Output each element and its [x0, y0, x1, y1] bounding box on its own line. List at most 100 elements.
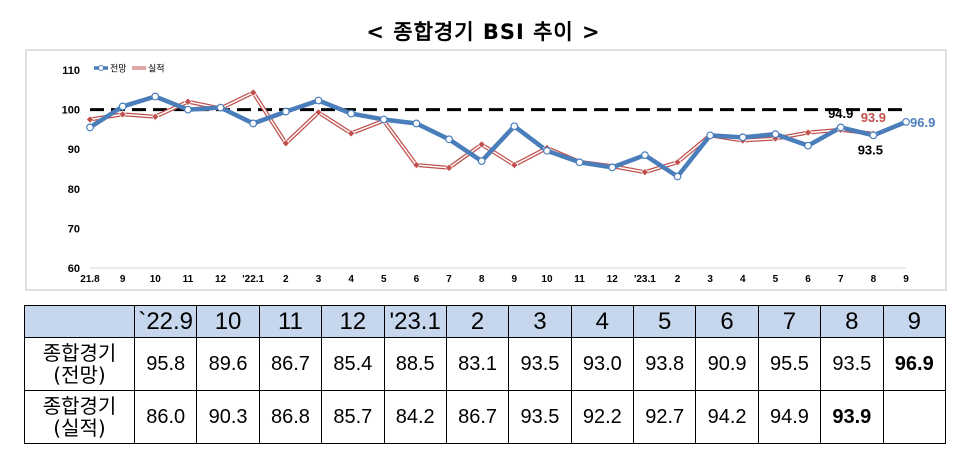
- forecast-point: [118, 102, 127, 111]
- x-tick-label: 11: [183, 274, 194, 285]
- forecast-point: [902, 117, 910, 126]
- actual-point: [412, 161, 421, 170]
- table-cell: 86.8: [258, 390, 323, 444]
- forecast-point: [216, 103, 225, 112]
- forecast-point: [640, 151, 649, 160]
- forecast-point: [249, 119, 258, 128]
- table-cell: 88.5: [383, 337, 447, 391]
- forecast-point: [314, 96, 323, 105]
- table-row-actual: 종합경기 (실적) 86.0 90.3 86.8 85.7 84.2 86.7 …: [24, 390, 946, 444]
- x-tick-label: 6: [414, 274, 420, 285]
- actual-point: [183, 97, 192, 106]
- x-tick-label: 7: [446, 274, 452, 285]
- x-tick-label: 12: [607, 274, 619, 285]
- forecast-point: [347, 109, 356, 118]
- table-cell: [882, 390, 946, 444]
- table-cell-highlight: 96.9: [882, 337, 946, 391]
- forecast-point: [543, 146, 551, 155]
- forecast-point: [575, 158, 584, 167]
- forecast-point: [477, 157, 486, 165]
- actual-point: [510, 161, 519, 170]
- x-tick-label: 8: [871, 274, 877, 285]
- forecast-point: [445, 135, 453, 144]
- forecast-point: [836, 123, 845, 132]
- header-cell: 11: [258, 305, 323, 338]
- x-tick-label: 4: [348, 274, 354, 285]
- forecast-point: [608, 163, 617, 172]
- actual-point: [640, 168, 649, 177]
- data-label: 96.9: [910, 115, 935, 130]
- chart-border: [25, 49, 947, 291]
- header-cell: 2: [445, 305, 510, 338]
- forecast-point: [379, 115, 388, 124]
- table-cell: 95.5: [757, 337, 822, 391]
- header-cell: 12: [321, 305, 385, 338]
- x-tick-label: 9: [512, 274, 518, 285]
- header-cell: 8: [820, 305, 884, 338]
- forecast-point: [510, 122, 519, 131]
- y-tick-label: 60: [68, 263, 80, 275]
- actual-point: [673, 158, 682, 167]
- page-title: < 종합경기 BSI 추이 >: [366, 20, 601, 44]
- actual-point: [314, 108, 323, 117]
- header-cell: 4: [570, 305, 635, 338]
- table-cell: 95.8: [133, 337, 198, 391]
- table-cell: 85.7: [321, 390, 385, 444]
- header-corner-cell: [24, 305, 135, 338]
- y-tick-label: 110: [62, 65, 80, 77]
- forecast-point: [86, 123, 94, 132]
- x-tick-label: 10: [541, 274, 553, 285]
- x-tick-label: '23.1: [634, 274, 656, 285]
- x-tick-label: 2: [283, 274, 289, 285]
- bsi-line-chart: 60 70 80 90 100 110 21.8 9 10 11 12 '22.1 2 3 4 5 6 7 8 9 10…: [25, 49, 947, 291]
- header-cell: 7: [757, 305, 822, 338]
- legend-forecast-label: 전망: [110, 64, 127, 74]
- row-label-line1: 종합경기: [42, 341, 117, 365]
- actual-point: [477, 140, 486, 149]
- x-tick-label: 6: [805, 274, 811, 285]
- forecast-point: [738, 133, 747, 142]
- x-tick-label: 12: [215, 274, 227, 285]
- table-cell: 84.2: [383, 390, 447, 444]
- table-cell: 90.3: [196, 390, 260, 444]
- header-cell: 9: [882, 305, 946, 338]
- forecast-point: [771, 130, 780, 139]
- forecast-point: [281, 107, 290, 116]
- legend-actual-label: 실적: [148, 63, 165, 74]
- x-tick-label: 4: [740, 274, 746, 285]
- x-tick-label: 21.8: [80, 274, 100, 285]
- table-cell: 83.1: [445, 337, 510, 391]
- header-cell: 3: [508, 305, 572, 338]
- row-label-line2: (실적): [53, 416, 106, 440]
- table-cell: 93.8: [632, 337, 697, 391]
- x-tick-label: 7: [838, 274, 844, 285]
- actual-point: [118, 110, 127, 119]
- header-cell: 5: [632, 305, 697, 338]
- table-cell: 86.7: [258, 337, 323, 391]
- table-cell: 85.4: [321, 337, 385, 391]
- table-cell: 89.6: [196, 337, 260, 391]
- table-cell: 93.5: [508, 390, 572, 444]
- header-cell: `22.9: [133, 305, 198, 338]
- forecast-series-line: [88, 94, 907, 179]
- actual-point: [85, 115, 95, 124]
- table-cell: 93.5: [508, 337, 572, 391]
- data-label: 93.9: [861, 110, 886, 125]
- row-label-forecast: 종합경기 (전망): [24, 337, 135, 391]
- actual-point: [151, 112, 160, 121]
- table-cell-highlight: 93.9: [820, 390, 884, 444]
- table-cell: 90.9: [695, 337, 759, 391]
- header-cell: 10: [196, 305, 260, 338]
- table-row-forecast: 종합경기 (전망) 95.8 89.6 86.7 85.4 88.5 83.1 …: [24, 337, 946, 391]
- forecast-point: [412, 119, 421, 128]
- forecast-point: [869, 131, 878, 140]
- forecast-point: [673, 172, 682, 181]
- y-tick-label: 90: [68, 144, 80, 156]
- x-tick-label: 10: [150, 274, 162, 285]
- row-label-actual: 종합경기 (실적): [24, 390, 135, 444]
- actual-point: [249, 88, 258, 97]
- table-header-row: `22.9 10 11 12 '23.1 2 3 4 5 6 7 8 9: [24, 305, 946, 338]
- table-cell: 94.2: [695, 390, 759, 444]
- table-cell: 93.0: [570, 337, 635, 391]
- row-label-line2: (전망): [53, 363, 106, 387]
